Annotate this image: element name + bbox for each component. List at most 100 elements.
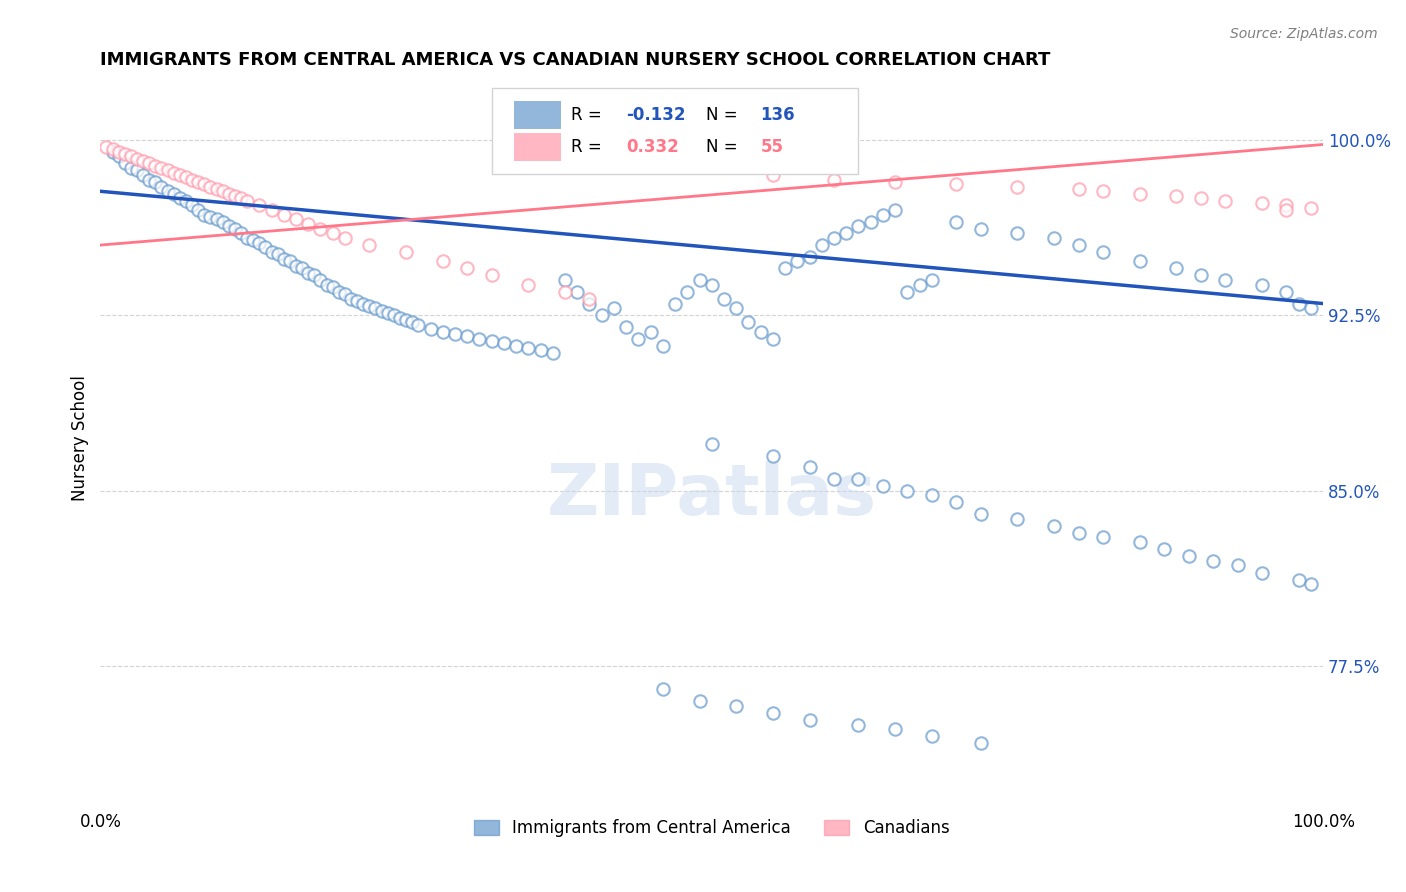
Point: [1166, 261, 1188, 276]
Point: [1299, 301, 1322, 316]
Point: [395, 313, 418, 327]
Point: [908, 277, 931, 292]
Point: [456, 261, 478, 276]
Point: [333, 231, 356, 245]
Point: [1067, 525, 1090, 540]
Point: [1092, 245, 1115, 260]
Point: [254, 240, 277, 254]
Point: [567, 285, 589, 299]
Point: [762, 332, 785, 346]
Point: [174, 194, 197, 208]
Point: [132, 168, 155, 182]
Point: [689, 694, 711, 708]
Point: [970, 736, 993, 750]
Point: [205, 212, 228, 227]
Point: [150, 179, 173, 194]
Point: [218, 219, 240, 234]
Point: [554, 285, 576, 299]
Point: [211, 215, 233, 229]
Point: [260, 245, 283, 260]
Point: [333, 287, 356, 301]
Point: [169, 168, 191, 182]
Point: [921, 729, 943, 743]
Point: [278, 254, 301, 268]
Point: [1153, 542, 1175, 557]
Point: [328, 285, 350, 299]
Point: [163, 165, 186, 179]
Point: [1007, 512, 1029, 526]
Text: IMMIGRANTS FROM CENTRAL AMERICA VS CANADIAN NURSERY SCHOOL CORRELATION CHART: IMMIGRANTS FROM CENTRAL AMERICA VS CANAD…: [100, 51, 1050, 69]
Point: [884, 202, 907, 217]
Point: [1275, 202, 1298, 217]
Point: [107, 145, 129, 159]
Point: [896, 483, 918, 498]
Point: [200, 179, 222, 194]
Point: [181, 172, 204, 186]
Point: [896, 285, 918, 299]
Point: [382, 308, 405, 322]
Point: [1226, 558, 1249, 573]
Point: [725, 301, 748, 316]
Point: [1288, 573, 1310, 587]
Point: [315, 277, 337, 292]
Point: [1166, 189, 1188, 203]
Point: [859, 215, 882, 229]
Point: [359, 238, 381, 252]
Point: [773, 261, 796, 276]
Point: [169, 191, 191, 205]
Point: [1092, 184, 1115, 198]
Point: [444, 326, 467, 341]
Point: [138, 156, 160, 170]
Text: -0.132: -0.132: [626, 106, 686, 124]
Point: [945, 215, 967, 229]
Text: R =: R =: [571, 106, 607, 124]
Point: [211, 184, 233, 198]
Point: [1177, 549, 1199, 563]
Text: N =: N =: [706, 106, 742, 124]
Point: [260, 202, 283, 217]
Point: [309, 273, 332, 287]
Point: [322, 280, 344, 294]
Point: [627, 332, 650, 346]
Point: [664, 296, 686, 310]
Point: [432, 325, 454, 339]
Point: [322, 227, 344, 241]
Point: [1251, 566, 1274, 580]
Point: [107, 149, 129, 163]
Point: [1251, 196, 1274, 211]
Point: [236, 194, 259, 208]
Point: [291, 261, 314, 276]
Point: [884, 723, 907, 737]
Point: [835, 227, 858, 241]
Point: [517, 277, 540, 292]
Point: [247, 235, 270, 250]
Point: [591, 308, 613, 322]
Point: [823, 231, 845, 245]
Point: [352, 296, 374, 310]
Point: [145, 159, 167, 173]
Point: [218, 186, 240, 201]
Point: [713, 292, 735, 306]
FancyBboxPatch shape: [492, 88, 859, 174]
Point: [517, 341, 540, 355]
Legend: Immigrants from Central America, Canadians: Immigrants from Central America, Canadia…: [467, 812, 956, 844]
Point: [700, 277, 723, 292]
Point: [1202, 554, 1225, 568]
Point: [395, 245, 418, 260]
Point: [1189, 268, 1212, 283]
Point: [229, 191, 252, 205]
Point: [1299, 577, 1322, 591]
Point: [872, 479, 894, 493]
Point: [762, 706, 785, 720]
Point: [848, 219, 870, 234]
Point: [848, 472, 870, 486]
Point: [640, 325, 662, 339]
Point: [1189, 191, 1212, 205]
Point: [603, 301, 626, 316]
Point: [224, 221, 246, 235]
Point: [1213, 194, 1236, 208]
Point: [884, 175, 907, 189]
Point: [401, 315, 423, 329]
Point: [872, 208, 894, 222]
Point: [1213, 273, 1236, 287]
